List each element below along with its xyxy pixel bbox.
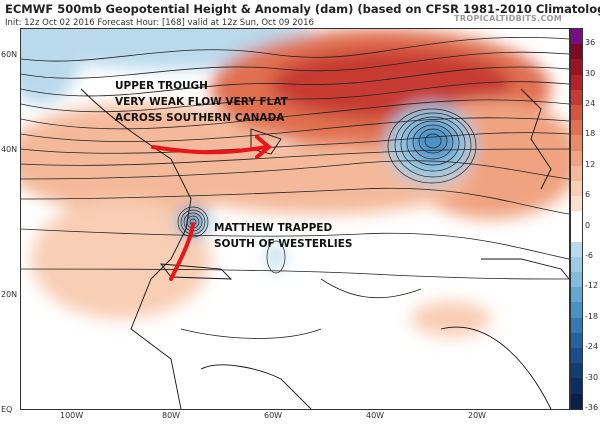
- colorbar-segment: [571, 332, 582, 348]
- colorbar-segment: [571, 241, 582, 257]
- map-panel: [20, 28, 570, 410]
- colorbar-segment: [571, 363, 582, 379]
- map-canvas: [21, 29, 569, 409]
- colorbar-tick: -18: [585, 311, 599, 321]
- annotation-line: VERY WEAK FLOW VERY FLAT: [115, 96, 288, 108]
- colorbar-tick: 36: [585, 38, 596, 48]
- annotation-line: ACROSS SOUTHERN CANADA: [115, 112, 285, 124]
- colorbar-segment: [571, 135, 582, 151]
- colorbar-segment: [571, 196, 582, 212]
- annotation-line: SOUTH OF WESTERLIES: [214, 238, 353, 250]
- matthew-annotation: MATTHEW TRAPPED SOUTH OF WESTERLIES: [214, 220, 352, 252]
- colorbar-segment: [571, 29, 582, 45]
- colorbar-segment: [571, 150, 582, 166]
- colorbar-tick: -36: [585, 403, 599, 412]
- colorbar-segment: [571, 165, 582, 181]
- colorbar-tick: -6: [585, 251, 593, 260]
- colorbar-segment: [571, 211, 582, 227]
- colorbar-tick: -30: [585, 372, 599, 382]
- colorbar-segment: [571, 378, 582, 394]
- colorbar-tick: 12: [585, 159, 596, 169]
- map-title: ECMWF 500mb Geopotential Height & Anomal…: [5, 2, 600, 16]
- colorbar-segment: [571, 59, 582, 75]
- colorbar-segment: [571, 44, 582, 60]
- colorbar-tick: 24: [585, 99, 596, 108]
- colorbar-segment: [571, 347, 582, 364]
- annotation-line: MATTHEW TRAPPED: [214, 222, 333, 234]
- colorbar-segment: [571, 226, 582, 242]
- map-subtitle: Init: 12z Oct 02 2016 Forecast Hour: [16…: [5, 18, 314, 28]
- colorbar-segment: [571, 302, 582, 318]
- colorbar-tick: -12: [585, 281, 599, 291]
- colorbar-segment: [571, 180, 582, 197]
- colorbar-tick: 0: [585, 220, 591, 230]
- lat-label-60n: 60N: [1, 50, 18, 59]
- lat-label-20n: 20N: [1, 290, 18, 299]
- lon-label-100w: 100W: [60, 411, 84, 420]
- lat-label-40n: 40N: [1, 145, 18, 154]
- colorbar-segment: [571, 317, 582, 333]
- lon-label-60w: 60W: [264, 411, 283, 420]
- lon-label-20w: 20W: [468, 411, 487, 420]
- annotation-line: UPPER TROUGH: [115, 80, 208, 92]
- trough-annotation: UPPER TROUGH VERY WEAK FLOW VERY FLAT AC…: [115, 78, 288, 126]
- colorbar-segment: [571, 287, 582, 303]
- lon-label-80w: 80W: [162, 411, 181, 420]
- colorbar: [570, 28, 583, 410]
- colorbar-segment: [571, 120, 582, 136]
- lat-label-eq: EQ: [1, 405, 13, 414]
- lon-label-40w: 40W: [366, 411, 385, 420]
- colorbar-segment: [571, 104, 582, 121]
- colorbar-segment: [571, 89, 582, 105]
- watermark: TROPICALTIDBITS.COM: [454, 14, 562, 23]
- colorbar-segment: [571, 74, 582, 90]
- colorbar-segment: [571, 272, 582, 288]
- colorbar-tick: 6: [585, 190, 591, 200]
- colorbar-tick: -24: [585, 342, 599, 352]
- colorbar-segment: [571, 256, 582, 272]
- colorbar-tick: 18: [585, 129, 596, 139]
- colorbar-tick: 30: [585, 68, 596, 78]
- colorbar-segment: [571, 393, 582, 409]
